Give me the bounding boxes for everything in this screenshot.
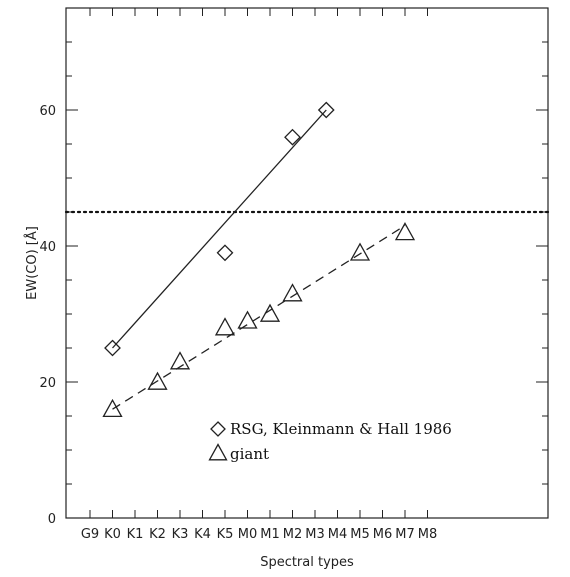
x-tick-label: M7	[395, 527, 415, 542]
y-tick-label: 20	[39, 376, 56, 391]
legend-symbol-diamond	[210, 421, 226, 437]
diamond-point	[216, 244, 234, 262]
x-tick-label: M5	[350, 527, 370, 542]
x-tick-label: K2	[149, 527, 166, 542]
x-axis-label: Spectral types	[260, 555, 354, 570]
x-tick-label: M4	[328, 527, 348, 542]
x-tick-label: M0	[238, 527, 258, 542]
legend-label: RSG, Kleinmann & Hall 1986	[230, 420, 452, 438]
triangle-point	[282, 283, 303, 302]
x-tick-label: M1	[260, 527, 280, 542]
x-tick-label: K4	[194, 527, 211, 542]
diamond-point	[104, 339, 121, 357]
data-markers	[102, 101, 416, 418]
x-axis: G9 K0 K1 K2 K3 K4 K5 M0 M1 M2 M3 M4 M5 M6 M7 M8	[81, 8, 437, 542]
y-tick-label: 0	[48, 512, 56, 527]
y-axis-label: EW(CO) [Å]	[24, 226, 40, 300]
plot-frame-rect	[65, 7, 549, 519]
x-tick-label: K5	[217, 527, 234, 542]
triangle-point	[259, 303, 281, 322]
triangle-point	[394, 222, 416, 241]
x-tick-label: M2	[283, 527, 303, 542]
triangle-point	[237, 310, 258, 329]
y-axis: 0 20 40 60	[39, 7, 548, 527]
plot-frame	[65, 7, 549, 519]
triangle-point	[147, 371, 168, 390]
x-tick-label: M6	[373, 527, 393, 542]
diamond-point	[284, 128, 301, 146]
fit-lines	[112, 109, 406, 410]
y-tick-label: 40	[39, 240, 56, 255]
x-tick-label: K0	[104, 527, 121, 542]
diamond-point	[317, 101, 335, 119]
x-tick-label: K1	[127, 527, 144, 542]
x-tick-label: M8	[418, 527, 438, 542]
y-tick-label: 60	[39, 104, 56, 119]
triangle-point	[169, 351, 191, 370]
fit-line-series-1	[112, 225, 406, 410]
legend-label: giant	[230, 445, 269, 463]
x-tick-label: G9	[81, 527, 99, 542]
fit-line-series-0	[112, 109, 327, 349]
x-tick-label: M3	[305, 527, 325, 542]
triangle-point	[214, 317, 236, 336]
legend: RSG, Kleinmann & Hall 1986 giant	[208, 420, 452, 463]
triangle-point	[349, 242, 371, 261]
triangle-point	[102, 398, 123, 418]
legend-symbol-triangle	[208, 443, 228, 461]
x-tick-label: K3	[172, 527, 189, 542]
